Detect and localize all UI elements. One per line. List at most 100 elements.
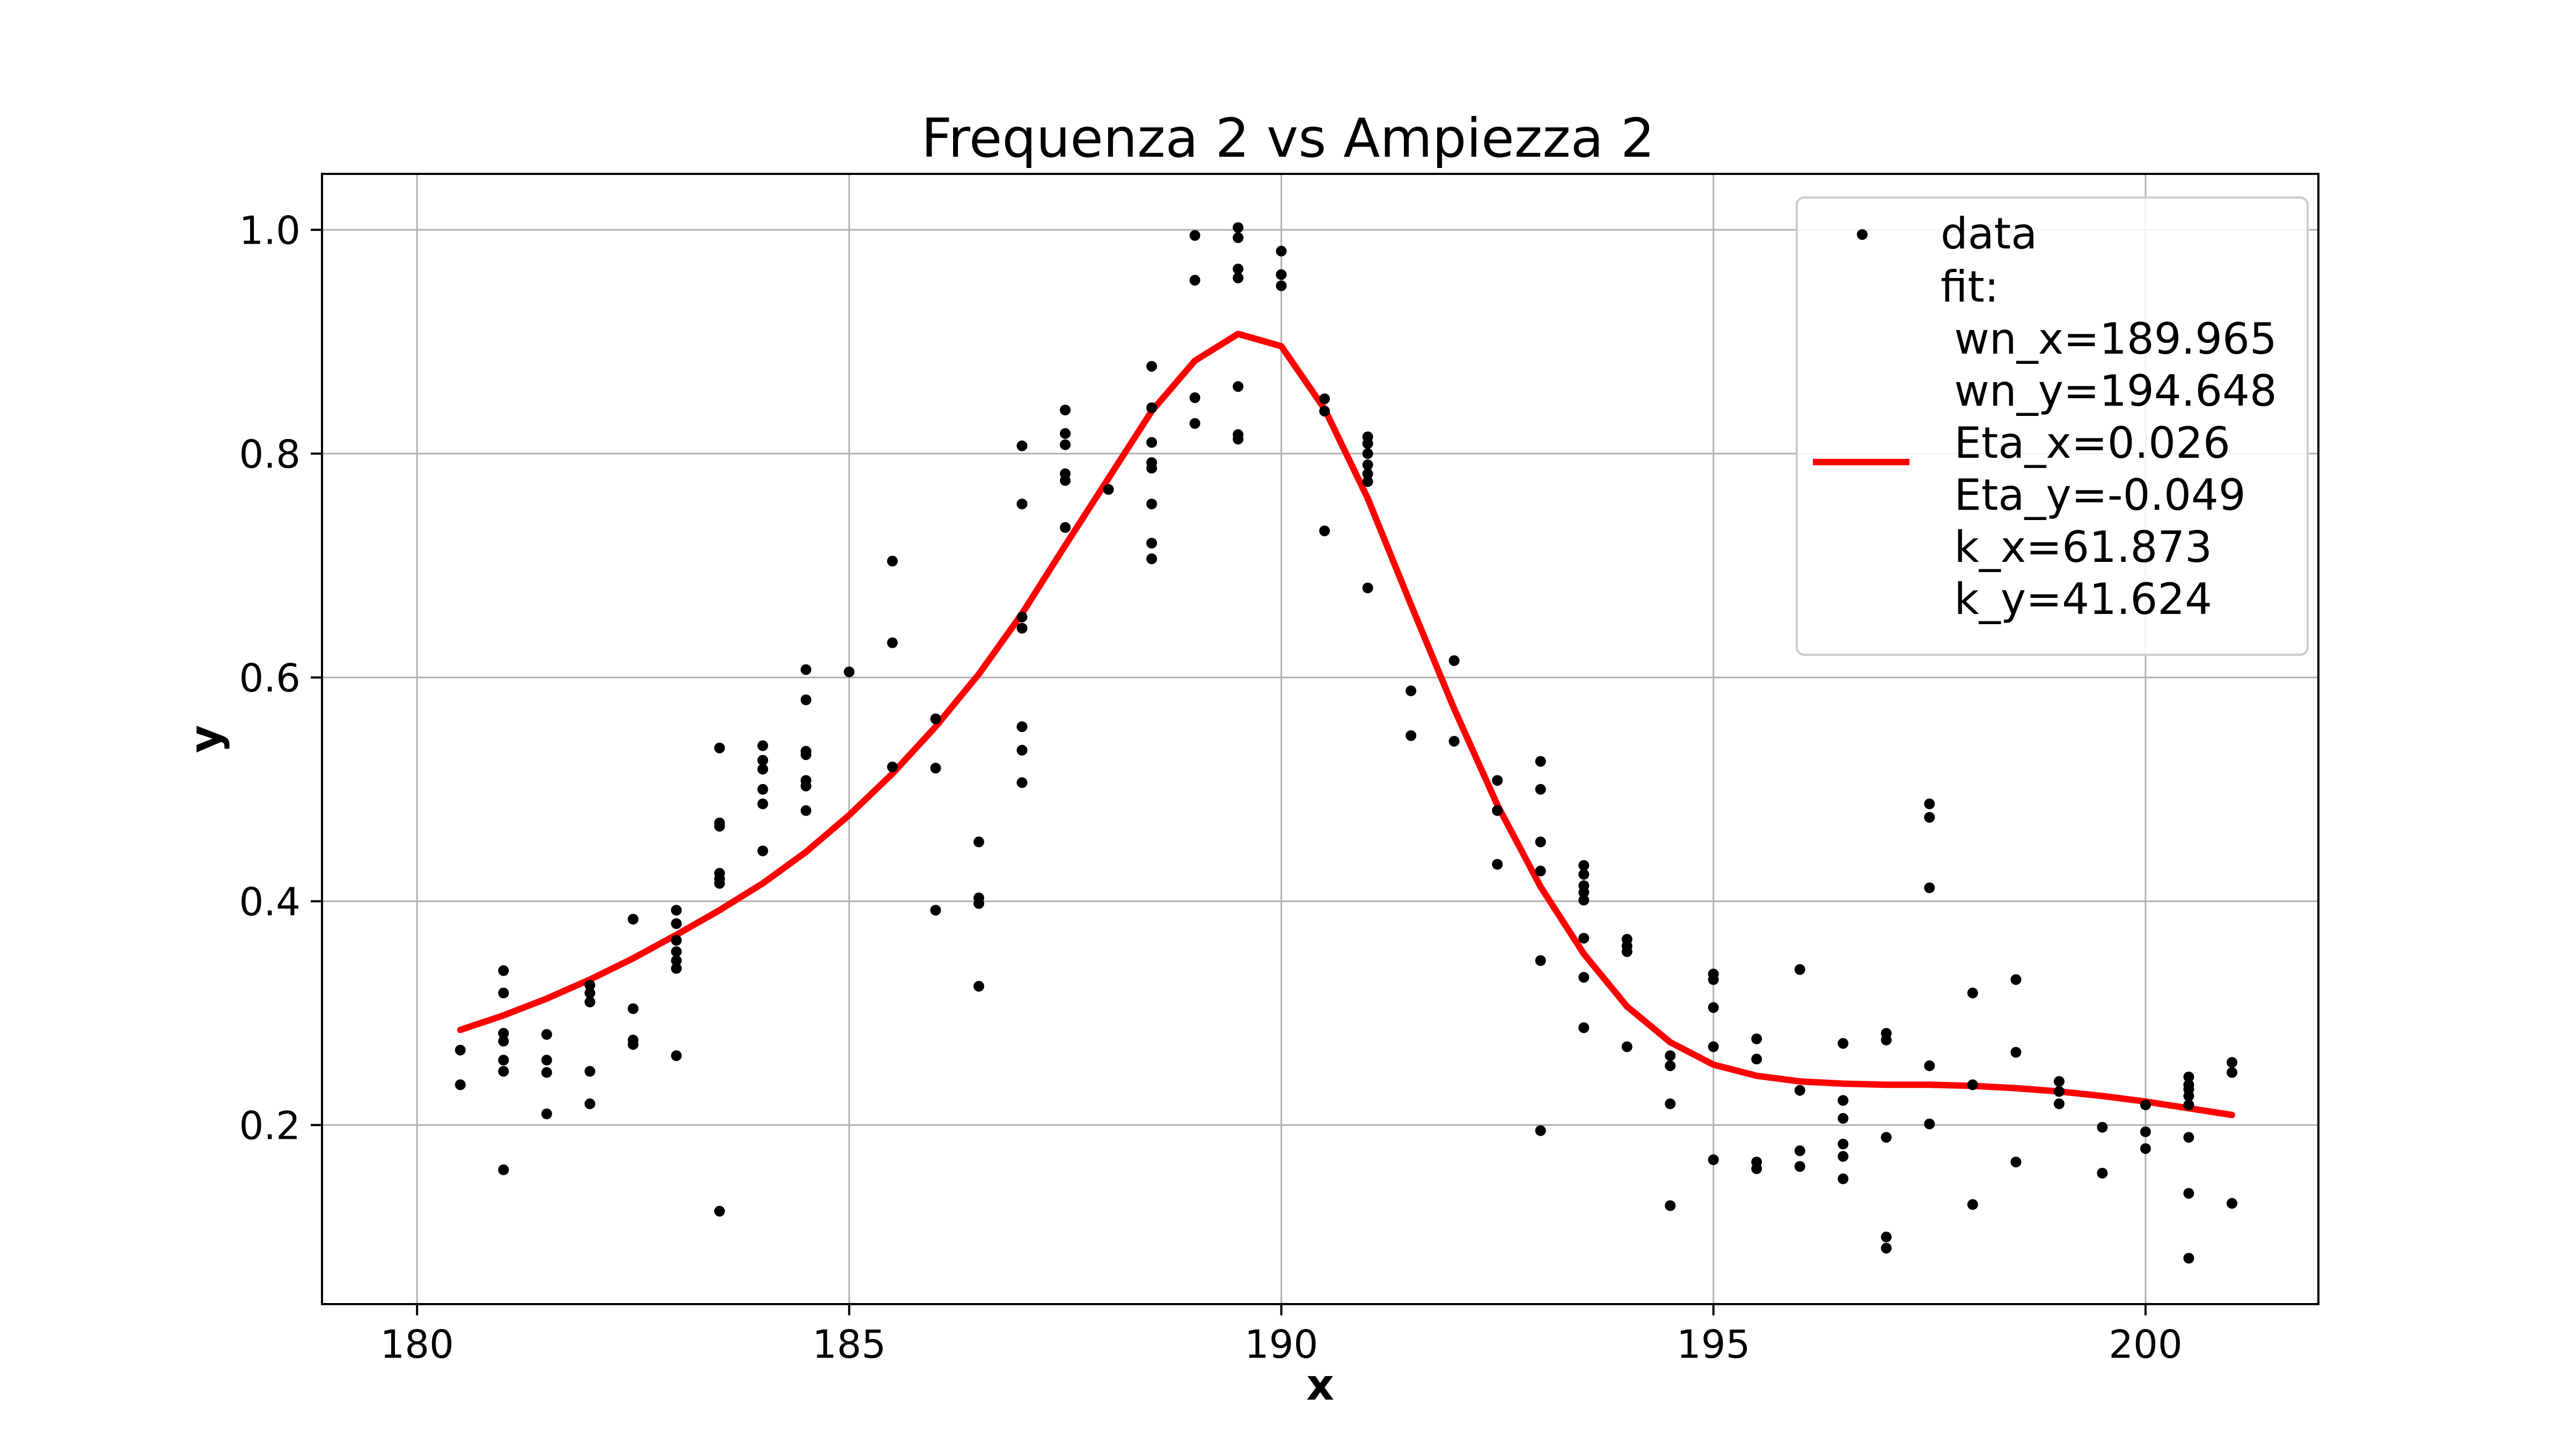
data-point bbox=[1535, 955, 1546, 966]
data-point bbox=[541, 1055, 552, 1066]
data-point bbox=[2183, 1099, 2194, 1110]
data-point bbox=[671, 946, 682, 957]
data-point bbox=[1794, 964, 1805, 975]
legend-fit-line: fit: bbox=[1941, 262, 1999, 312]
data-point bbox=[1751, 1033, 1762, 1044]
data-point bbox=[671, 935, 682, 946]
data-point bbox=[1880, 1242, 1892, 1254]
legend-box bbox=[1796, 196, 2309, 656]
data-point bbox=[1233, 272, 1243, 283]
data-point bbox=[757, 740, 769, 751]
y-tick-label: 0.6 bbox=[239, 655, 301, 700]
data-point bbox=[498, 1164, 509, 1175]
data-point bbox=[1492, 805, 1503, 816]
legend-fit-line: k_y=41.624 bbox=[1941, 574, 2212, 624]
data-point bbox=[757, 784, 769, 795]
data-point bbox=[1146, 499, 1157, 510]
data-point bbox=[498, 987, 509, 999]
data-point bbox=[1146, 538, 1157, 549]
data-point bbox=[1189, 230, 1201, 241]
data-point bbox=[2183, 1091, 2194, 1102]
x-tick-label: 195 bbox=[1677, 1322, 1750, 1367]
data-point bbox=[2183, 1071, 2194, 1082]
data-point bbox=[1059, 475, 1071, 486]
data-point bbox=[1406, 730, 1417, 741]
data-point bbox=[1016, 777, 1028, 788]
data-point bbox=[1967, 987, 1978, 999]
data-point bbox=[671, 963, 682, 974]
data-point bbox=[714, 742, 725, 753]
data-point bbox=[1276, 269, 1287, 280]
data-point bbox=[627, 1003, 639, 1014]
data-point bbox=[671, 905, 682, 916]
data-point bbox=[1751, 1053, 1762, 1065]
data-point bbox=[1535, 756, 1546, 767]
data-point bbox=[1794, 1085, 1805, 1096]
data-point bbox=[584, 979, 596, 991]
data-point bbox=[1233, 222, 1243, 233]
data-point bbox=[800, 749, 811, 760]
data-point bbox=[1578, 860, 1590, 871]
data-point bbox=[1016, 721, 1028, 733]
data-point bbox=[2010, 974, 2022, 985]
data-point bbox=[714, 878, 725, 889]
data-point bbox=[2097, 1168, 2108, 1179]
data-point bbox=[1189, 418, 1201, 429]
data-point bbox=[1708, 1154, 1719, 1165]
data-point bbox=[1578, 887, 1590, 898]
data-point bbox=[541, 1029, 552, 1040]
data-point bbox=[1233, 264, 1243, 275]
data-point bbox=[887, 762, 898, 773]
data-point bbox=[2053, 1086, 2065, 1097]
data-point bbox=[1448, 655, 1460, 666]
data-point bbox=[1924, 1118, 1935, 1130]
data-point bbox=[800, 780, 811, 792]
data-point bbox=[1924, 812, 1935, 823]
data-point bbox=[1708, 1002, 1719, 1013]
data-point bbox=[1146, 402, 1157, 413]
data-point bbox=[887, 555, 898, 567]
data-point bbox=[627, 913, 639, 925]
data-point bbox=[1621, 946, 1633, 957]
legend-fit-line: Eta_x=0.026 bbox=[1941, 418, 2230, 468]
data-point bbox=[1708, 1041, 1719, 1052]
data-point bbox=[498, 965, 509, 976]
data-point bbox=[1838, 1138, 1849, 1150]
data-point bbox=[2227, 1198, 2237, 1209]
data-point bbox=[1492, 859, 1503, 870]
data-point bbox=[1751, 1163, 1762, 1174]
data-point bbox=[1535, 784, 1546, 795]
data-point bbox=[1578, 895, 1590, 906]
data-point bbox=[1838, 1095, 1849, 1106]
data-point bbox=[844, 666, 855, 677]
data-point bbox=[584, 1098, 596, 1109]
fit-layer bbox=[457, 331, 2235, 1118]
data-point bbox=[930, 763, 941, 774]
data-point bbox=[1794, 1145, 1805, 1157]
data-point bbox=[1578, 869, 1590, 880]
data-point bbox=[1665, 1098, 1676, 1109]
data-point bbox=[930, 713, 941, 724]
data-point bbox=[1146, 553, 1157, 565]
legend-fit-line: Eta_y=-0.049 bbox=[1941, 470, 2246, 520]
data-point bbox=[1924, 798, 1935, 809]
legend-fit-label: fit: wn_x=189.965 wn_y=194.648 Eta_x=0.0… bbox=[1941, 262, 2277, 624]
data-point bbox=[1146, 463, 1157, 474]
data-point bbox=[1708, 974, 1719, 985]
data-point bbox=[800, 805, 811, 816]
legend-fit-line: wn_y=194.648 bbox=[1941, 366, 2277, 416]
y-tick-label: 0.2 bbox=[239, 1103, 301, 1148]
y-tick-label: 0.4 bbox=[239, 879, 301, 924]
fit-line bbox=[457, 331, 2235, 1118]
legend-fit-line: k_x=61.873 bbox=[1941, 522, 2212, 572]
data-point bbox=[1535, 866, 1546, 876]
data-point bbox=[2227, 1067, 2237, 1078]
data-point bbox=[1319, 393, 1330, 405]
data-point bbox=[1967, 1199, 1978, 1210]
data-point bbox=[1233, 434, 1243, 445]
axis-ticks: 180 185 190 195 200 0.2 0.4 0.6 0.8 1.0 bbox=[239, 208, 2182, 1367]
data-point bbox=[1535, 1125, 1546, 1136]
data-point bbox=[1967, 1079, 1978, 1091]
data-point bbox=[541, 1108, 552, 1119]
